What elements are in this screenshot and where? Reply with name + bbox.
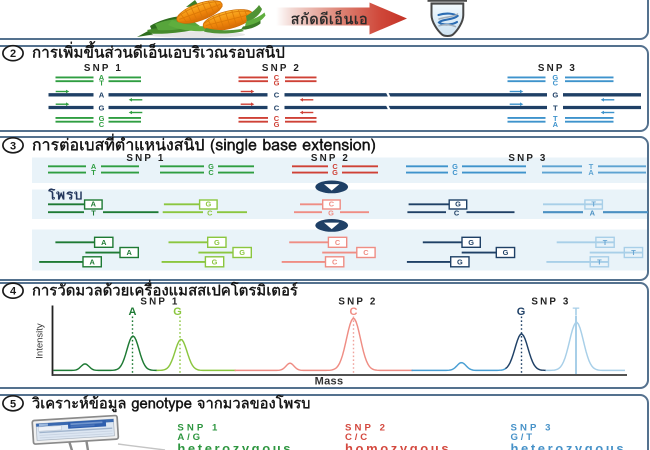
svg-text:A: A (99, 73, 105, 82)
svg-text:G: G (274, 79, 280, 88)
svg-text:C: C (335, 238, 341, 247)
svg-text:G: G (452, 162, 458, 171)
svg-text:G: G (455, 200, 461, 209)
svg-text:C: C (274, 103, 280, 112)
svg-text:C: C (332, 162, 338, 171)
svg-text:Mass: Mass (315, 375, 344, 387)
svg-text:SNP 2: SNP 2 (345, 422, 388, 433)
svg-text:SNP 2: SNP 2 (311, 153, 350, 164)
svg-text:C: C (99, 120, 105, 129)
svg-text:A: A (89, 258, 95, 267)
svg-text:T: T (631, 248, 636, 257)
svg-text:A: A (101, 238, 107, 247)
svg-text:Intensity: Intensity (35, 323, 46, 359)
svg-text:G: G (503, 248, 509, 257)
svg-text:C: C (350, 306, 358, 318)
svg-text:G: G (552, 73, 558, 82)
svg-text:SNP 3: SNP 3 (538, 63, 577, 74)
svg-text:T: T (591, 200, 596, 209)
svg-text:C: C (208, 168, 214, 177)
svg-text:C: C (553, 79, 559, 88)
svg-text:SNP 1: SNP 1 (140, 296, 179, 307)
svg-text:SNP 1: SNP 1 (177, 422, 220, 433)
svg-text:A: A (91, 200, 97, 209)
svg-text:SNP 3: SNP 3 (508, 153, 547, 164)
svg-text:T: T (589, 162, 594, 171)
svg-text:2: 2 (10, 48, 16, 60)
svg-text:G: G (274, 120, 280, 129)
svg-text:G: G (173, 306, 182, 318)
svg-text:SNP 2: SNP 2 (338, 296, 377, 307)
svg-text:A: A (99, 91, 105, 100)
svg-text:C: C (363, 248, 369, 257)
svg-text:C: C (274, 91, 280, 100)
svg-text:C: C (207, 208, 213, 217)
svg-text:G: G (99, 103, 105, 112)
svg-text:C/C: C/C (345, 432, 370, 443)
svg-text:T: T (573, 306, 580, 318)
svg-text:G/T: G/T (511, 432, 535, 443)
svg-text:G: G (239, 248, 245, 257)
svg-text:G: G (205, 200, 211, 209)
svg-text:T: T (553, 114, 558, 123)
svg-text:A: A (590, 208, 596, 217)
svg-text:homozygous: homozygous (345, 441, 451, 450)
svg-text:G: G (552, 91, 558, 100)
svg-text:A: A (129, 306, 137, 318)
svg-text:A/G: A/G (177, 432, 202, 443)
svg-text:heterozygous: heterozygous (511, 441, 627, 450)
svg-text:T: T (603, 238, 608, 247)
svg-text:G: G (332, 168, 338, 177)
svg-text:G: G (328, 208, 334, 217)
svg-text:heterozygous: heterozygous (177, 441, 293, 450)
svg-text:C: C (454, 208, 460, 217)
svg-text:C: C (274, 114, 280, 123)
svg-text:SNP 2: SNP 2 (262, 63, 301, 74)
svg-text:T: T (91, 208, 96, 217)
svg-text:C: C (274, 73, 280, 82)
svg-text:T: T (99, 79, 104, 88)
svg-text:C: C (452, 168, 458, 177)
svg-text:A: A (553, 120, 559, 129)
svg-text:C: C (332, 258, 338, 267)
svg-text:G: G (214, 238, 220, 247)
svg-text:G: G (457, 258, 463, 267)
svg-text:3: 3 (10, 140, 16, 152)
svg-text:G: G (212, 258, 218, 267)
svg-text:5: 5 (10, 398, 16, 410)
svg-text:T: T (91, 168, 96, 177)
svg-text:A: A (91, 162, 97, 171)
svg-text:G: G (208, 162, 214, 171)
svg-text:G: G (517, 306, 526, 318)
svg-text:4: 4 (10, 286, 17, 298)
svg-text:SNP 1: SNP 1 (84, 63, 123, 74)
svg-text:T: T (553, 103, 558, 112)
svg-text:G: G (99, 114, 105, 123)
svg-text:T: T (597, 258, 602, 267)
svg-text:SNP 3: SNP 3 (531, 296, 570, 307)
svg-text:C: C (329, 200, 335, 209)
svg-text:A: A (126, 248, 132, 257)
svg-text:SNP 1: SNP 1 (126, 153, 165, 164)
svg-text:A: A (588, 168, 594, 177)
svg-text:SNP 3: SNP 3 (511, 422, 554, 433)
svg-text:G: G (468, 238, 474, 247)
